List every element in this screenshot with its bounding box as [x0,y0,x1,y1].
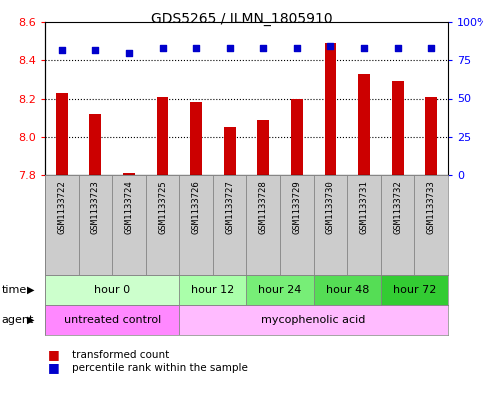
Text: GSM1133725: GSM1133725 [158,180,167,234]
Text: hour 12: hour 12 [191,285,235,295]
Bar [146,175,179,275]
Bar [179,305,448,335]
Point [91,46,99,53]
Text: untreated control: untreated control [64,315,161,325]
Point [58,46,66,53]
Text: ■: ■ [48,349,60,362]
Text: ▶: ▶ [27,315,34,325]
Text: ▶: ▶ [27,285,34,295]
Bar [347,175,381,275]
Bar [381,275,448,305]
Text: GSM1133731: GSM1133731 [359,180,369,234]
Bar [79,175,112,275]
Bar [45,305,179,335]
Text: GSM1133733: GSM1133733 [426,180,436,234]
Text: GSM1133729: GSM1133729 [292,180,301,234]
Bar [123,173,135,175]
Bar [45,175,79,275]
Point [125,50,133,56]
Text: GSM1133722: GSM1133722 [57,180,66,234]
Text: hour 0: hour 0 [94,285,130,295]
Text: GSM1133726: GSM1133726 [192,180,200,234]
Bar [381,175,414,275]
Text: GSM1133727: GSM1133727 [225,180,234,234]
Text: transformed count: transformed count [72,350,170,360]
Text: mycophenolic acid: mycophenolic acid [261,315,366,325]
Point [192,45,200,51]
Point [259,45,267,51]
Point [159,45,167,51]
Point [226,45,234,51]
Bar [392,81,403,175]
Bar [257,119,269,175]
Text: GSM1133730: GSM1133730 [326,180,335,234]
Bar [358,73,370,175]
Bar [280,175,313,275]
Bar [156,97,169,175]
Bar [45,275,179,305]
Bar [291,99,303,175]
Text: percentile rank within the sample: percentile rank within the sample [72,363,248,373]
Point [293,45,301,51]
Bar [224,127,236,175]
Bar [179,175,213,275]
Text: ■: ■ [48,362,60,375]
Bar [213,175,246,275]
Bar [89,114,101,175]
Text: GSM1133723: GSM1133723 [91,180,100,234]
Bar [56,93,68,175]
Point [427,45,435,51]
Text: GSM1133728: GSM1133728 [259,180,268,234]
Bar [313,175,347,275]
Bar [313,275,381,305]
Text: GSM1133724: GSM1133724 [125,180,133,234]
Bar [414,175,448,275]
Text: GSM1133732: GSM1133732 [393,180,402,234]
Bar [112,175,146,275]
Bar [325,43,336,175]
Point [394,45,401,51]
Text: agent: agent [1,315,34,325]
Text: hour 72: hour 72 [393,285,436,295]
Bar [426,97,437,175]
Text: time: time [1,285,27,295]
Text: hour 48: hour 48 [326,285,369,295]
Text: hour 24: hour 24 [258,285,302,295]
Bar [246,275,313,305]
Bar [179,275,246,305]
Point [360,45,368,51]
Bar [190,102,202,175]
Point [327,43,334,50]
Bar [246,175,280,275]
Text: GDS5265 / ILMN_1805910: GDS5265 / ILMN_1805910 [151,12,332,26]
